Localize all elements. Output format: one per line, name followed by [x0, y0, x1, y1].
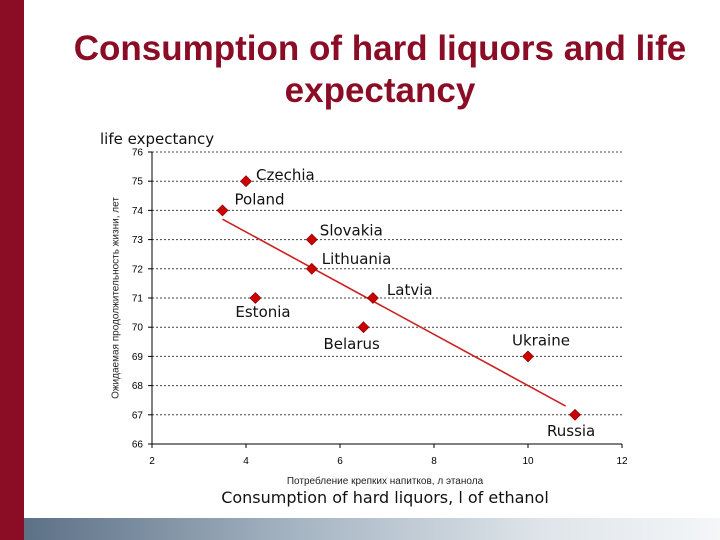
point-label-ukraine: Ukraine: [512, 331, 570, 349]
y-axis-caption: life expectancy: [100, 130, 215, 148]
data-point-slovakia: [305, 233, 318, 246]
bottom-gradient-bar: [24, 518, 720, 540]
side-accent-bar: [0, 0, 24, 540]
y-tick-label-71: 71: [132, 294, 144, 305]
slide-title: Consumption of hard liquors and life exp…: [73, 29, 687, 110]
x-tick-label-6: 6: [337, 456, 343, 467]
y-tick-label-72: 72: [132, 264, 144, 275]
data-point-belarus: [357, 321, 370, 334]
y-tick-label-70: 70: [132, 323, 144, 334]
data-point-czechia: [240, 175, 252, 188]
data-point-ukraine: [522, 350, 534, 363]
point-label-poland: Poland: [235, 190, 285, 208]
point-label-russia: Russia: [547, 422, 595, 440]
x-axis-label: Потребление крепких напитков, л этанола: [286, 476, 484, 487]
point-label-belarus: Belarus: [324, 335, 381, 353]
x-tick-label-8: 8: [431, 456, 437, 467]
data-point-russia: [569, 408, 581, 421]
data-point-estonia: [249, 292, 262, 304]
point-label-lithuania: Lithuania: [322, 250, 391, 268]
data-point-latvia: [366, 292, 379, 304]
data-point-lithuania: [305, 262, 318, 275]
point-label-czechia: Czechia: [256, 166, 315, 184]
x-axis-caption: Consumption of hard liquors, l of ethano…: [221, 488, 549, 507]
x-tick-label-12: 12: [616, 456, 628, 467]
y-tick-label-66: 66: [132, 440, 144, 451]
point-label-estonia: Estonia: [235, 303, 290, 321]
point-label-slovakia: Slovakia: [320, 222, 383, 240]
x-tick-label-4: 4: [243, 456, 249, 467]
x-tick-label-2: 2: [149, 456, 155, 467]
point-label-latvia: Latvia: [387, 281, 433, 299]
y-tick-label-69: 69: [132, 352, 144, 363]
data-point-poland: [216, 204, 229, 217]
y-tick-label-76: 76: [132, 148, 144, 159]
y-tick-label-75: 75: [132, 177, 144, 188]
trend-line: [222, 218, 566, 407]
y-tick-label-67: 67: [132, 410, 144, 421]
y-tick-label-74: 74: [132, 206, 144, 217]
y-tick-label-68: 68: [132, 381, 144, 392]
y-tick-label-73: 73: [132, 235, 144, 246]
x-tick-label-10: 10: [522, 456, 534, 467]
